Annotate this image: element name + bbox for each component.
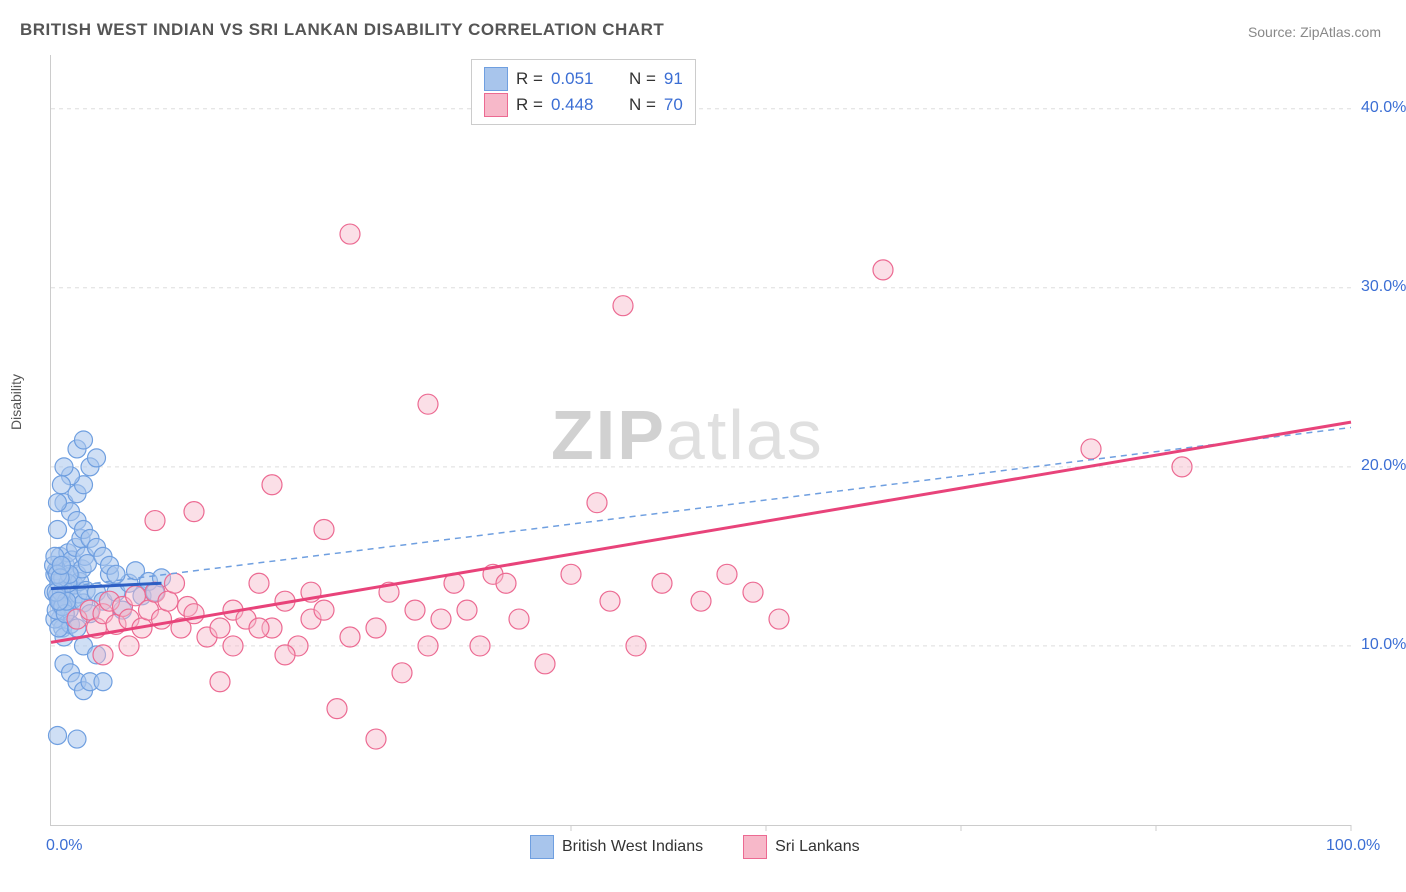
correlation-legend: R = 0.051 N = 91 R = 0.448 N = 70 bbox=[471, 59, 696, 125]
legend-r-label: R = bbox=[516, 66, 543, 92]
source-citation: Source: ZipAtlas.com bbox=[1248, 24, 1381, 40]
y-axis-label: Disability bbox=[8, 374, 24, 430]
legend-swatch bbox=[484, 93, 508, 117]
legend-row: R = 0.448 N = 70 bbox=[484, 92, 683, 118]
series-legend-item: Sri Lankans bbox=[743, 835, 860, 859]
legend-row: R = 0.051 N = 91 bbox=[484, 66, 683, 92]
legend-r-label: R = bbox=[516, 92, 543, 118]
x-tick-label: 100.0% bbox=[1326, 837, 1380, 855]
legend-n-label: N = bbox=[629, 92, 656, 118]
y-tick-label: 20.0% bbox=[1361, 457, 1406, 475]
y-tick-label: 40.0% bbox=[1361, 99, 1406, 117]
scatter-svg bbox=[51, 55, 1351, 825]
legend-n-label: N = bbox=[629, 66, 656, 92]
legend-swatch bbox=[530, 835, 554, 859]
legend-n-value: 70 bbox=[664, 92, 683, 118]
legend-swatch bbox=[743, 835, 767, 859]
chart-title: BRITISH WEST INDIAN VS SRI LANKAN DISABI… bbox=[20, 20, 664, 40]
y-tick-label: 30.0% bbox=[1361, 278, 1406, 296]
x-tick-label: 0.0% bbox=[46, 837, 82, 855]
series-legend: British West Indians Sri Lankans bbox=[530, 835, 860, 859]
series-legend-item: British West Indians bbox=[530, 835, 703, 859]
series-legend-label: Sri Lankans bbox=[775, 838, 860, 856]
legend-swatch bbox=[484, 67, 508, 91]
series-legend-label: British West Indians bbox=[562, 838, 703, 856]
legend-r-value: 0.448 bbox=[551, 92, 611, 118]
chart-plot-area: ZIPatlas R = 0.051N = 91R = 0.448N = 70 … bbox=[50, 55, 1351, 826]
y-tick-label: 10.0% bbox=[1361, 636, 1406, 654]
legend-r-value: 0.051 bbox=[551, 66, 611, 92]
legend-n-value: 91 bbox=[664, 66, 683, 92]
